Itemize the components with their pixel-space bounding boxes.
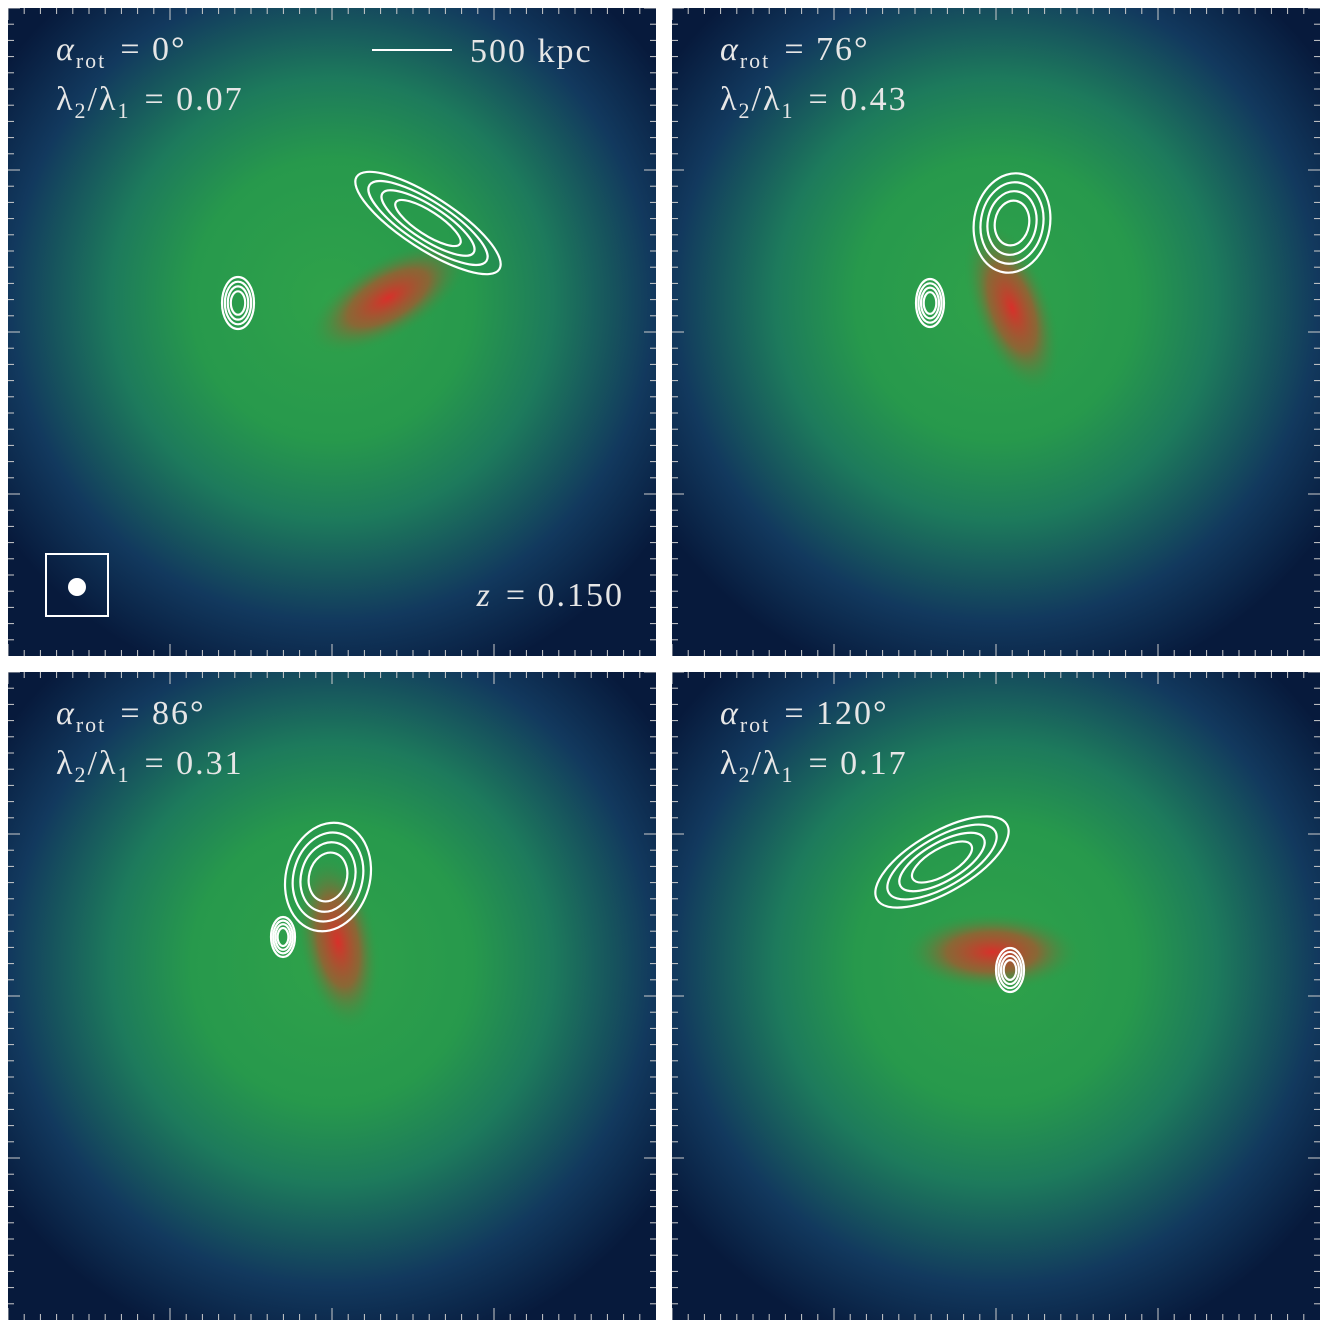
beam	[68, 578, 86, 596]
core	[902, 912, 1082, 992]
contour	[274, 923, 292, 951]
angle-label: αrot = 120°	[720, 695, 889, 737]
ratio-label: λ2/λ1 = 0.43	[720, 81, 908, 123]
ratio-value: = 0.17	[808, 745, 907, 782]
contour	[919, 286, 941, 320]
contour	[299, 841, 357, 913]
contour	[993, 199, 1031, 247]
ratio-value: = 0.07	[144, 81, 243, 118]
angle-value: = 0°	[120, 31, 186, 68]
contour	[307, 851, 349, 903]
symbol: λ	[720, 81, 739, 118]
contour	[874, 815, 1010, 909]
contour	[269, 915, 297, 959]
subscript: rot	[76, 48, 106, 73]
contour	[380, 189, 476, 257]
symbol: λ	[56, 81, 75, 118]
contour	[220, 275, 256, 331]
contour	[229, 290, 247, 316]
contour	[223, 280, 253, 326]
core	[307, 241, 469, 355]
angle-label: αrot = 76°	[720, 31, 870, 73]
symbol: z	[476, 577, 492, 614]
contour	[226, 285, 250, 321]
contour	[886, 823, 998, 901]
contour	[272, 919, 294, 955]
ratio-value: = 0.43	[808, 81, 907, 118]
symbol: /λ	[88, 81, 118, 118]
symbol: α	[720, 31, 740, 68]
ratio-label: λ2/λ1 = 0.17	[720, 745, 908, 787]
beam-box	[45, 553, 109, 617]
subscript: rot	[76, 712, 106, 737]
contour	[394, 198, 462, 248]
contour	[1002, 959, 1018, 982]
contour	[997, 950, 1023, 990]
contour	[898, 831, 986, 893]
contour	[914, 277, 946, 329]
angle-value: = 120°	[784, 695, 888, 732]
scale-label: 500 kpc	[470, 33, 593, 70]
contour	[291, 831, 365, 923]
subscript: 2	[739, 762, 752, 787]
subscript: 2	[75, 762, 88, 787]
contour	[276, 926, 290, 948]
redshift: z = 0.150	[476, 577, 624, 614]
panel: αrot = 76° λ2/λ1 = 0.43	[672, 8, 1320, 656]
contour	[367, 179, 489, 267]
subscript: 1	[117, 762, 130, 787]
subscript: rot	[740, 48, 770, 73]
contour	[986, 190, 1038, 256]
symbol: /λ	[752, 745, 782, 782]
symbol: α	[56, 31, 76, 68]
subscript: 2	[75, 98, 88, 123]
subscript: 2	[739, 98, 752, 123]
background	[672, 672, 1320, 1320]
contour	[910, 840, 974, 884]
contour	[917, 282, 943, 324]
contour	[972, 172, 1052, 274]
panel: αrot = 120° λ2/λ1 = 0.17	[672, 672, 1320, 1320]
contour	[354, 170, 502, 276]
subscript: rot	[740, 712, 770, 737]
ratio-label: λ2/λ1 = 0.07	[56, 81, 244, 123]
contour	[922, 291, 938, 315]
contour	[979, 181, 1045, 265]
angle-value: = 76°	[784, 31, 869, 68]
angle-label: αrot = 0°	[56, 31, 187, 73]
contour	[283, 821, 373, 933]
symbol: /λ	[88, 745, 118, 782]
subscript: 1	[781, 98, 794, 123]
contour	[994, 946, 1026, 994]
contour	[999, 954, 1021, 986]
ratio-value: = 0.31	[144, 745, 243, 782]
subscript: 1	[781, 762, 794, 787]
symbol: α	[720, 695, 740, 732]
redshift-value: = 0.150	[506, 577, 624, 614]
angle-value: = 86°	[120, 695, 205, 732]
angle-label: αrot = 86°	[56, 695, 206, 737]
symbol: λ	[56, 745, 75, 782]
symbol: /λ	[752, 81, 782, 118]
ratio-label: λ2/λ1 = 0.31	[56, 745, 244, 787]
panel: αrot = 0° λ2/λ1 = 0.07 500 kpc z = 0.150	[8, 8, 656, 656]
symbol: α	[56, 695, 76, 732]
panel: αrot = 86° λ2/λ1 = 0.31	[8, 672, 656, 1320]
subscript: 1	[117, 98, 130, 123]
symbol: λ	[720, 745, 739, 782]
